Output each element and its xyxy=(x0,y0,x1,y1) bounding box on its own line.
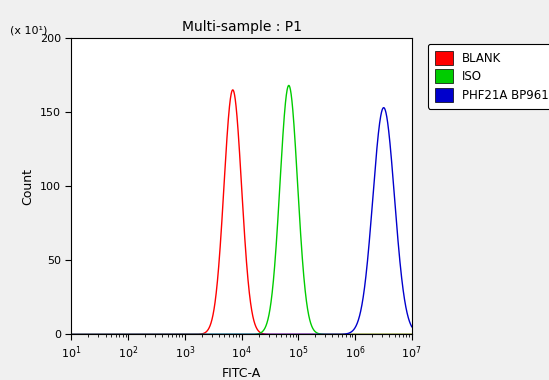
Y-axis label: Count: Count xyxy=(21,168,34,205)
Legend: BLANK, ISO, PHF21A BP961: BLANK, ISO, PHF21A BP961 xyxy=(428,44,549,109)
Title: Multi-sample : P1: Multi-sample : P1 xyxy=(182,20,301,34)
X-axis label: FITC-A: FITC-A xyxy=(222,367,261,380)
Text: (x 10¹): (x 10¹) xyxy=(10,25,47,35)
